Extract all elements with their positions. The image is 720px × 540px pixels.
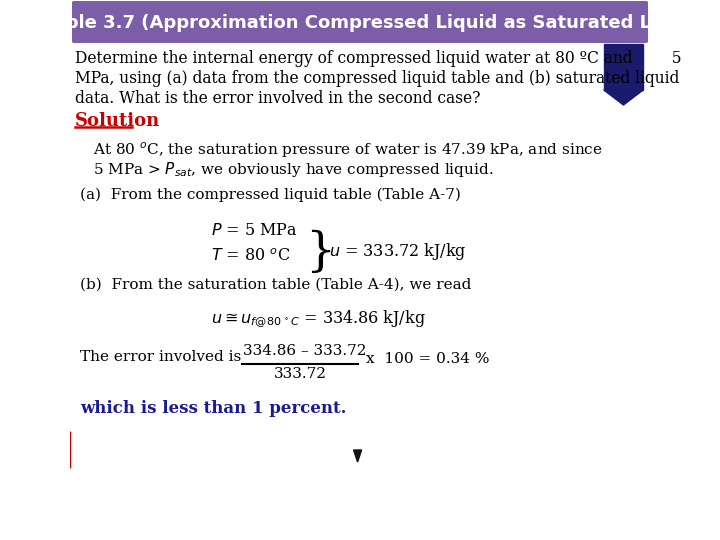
Text: (b)  From the saturation table (Table A-4), we read: (b) From the saturation table (Table A-4…: [80, 278, 472, 292]
Text: MPa, using (a) data from the compressed liquid table and (b) saturated liquid: MPa, using (a) data from the compressed …: [75, 70, 680, 87]
Polygon shape: [604, 90, 643, 105]
Text: $u$ = 333.72 kJ/kg: $u$ = 333.72 kJ/kg: [330, 241, 467, 262]
Text: 5 MPa > $P_{sat}$, we obviously have compressed liquid.: 5 MPa > $P_{sat}$, we obviously have com…: [93, 160, 493, 179]
Text: data. What is the error involved in the second case?: data. What is the error involved in the …: [75, 90, 481, 107]
Text: Solution: Solution: [75, 112, 161, 130]
Polygon shape: [604, 44, 643, 90]
Text: $P$ = 5 MPa: $P$ = 5 MPa: [211, 222, 298, 239]
Text: Determine the internal energy of compressed liquid water at 80 ºC and        5: Determine the internal energy of compres…: [75, 50, 682, 67]
Text: }: }: [305, 230, 336, 275]
Text: x  100 = 0.34 %: x 100 = 0.34 %: [366, 352, 490, 366]
Text: (a)  From the compressed liquid table (Table A-7): (a) From the compressed liquid table (Ta…: [80, 188, 461, 202]
Text: $T$ = 80 $^o$C: $T$ = 80 $^o$C: [211, 248, 291, 265]
Text: The error involved is: The error involved is: [80, 350, 241, 364]
Text: 334.86 – 333.72: 334.86 – 333.72: [243, 344, 367, 358]
Text: 333.72: 333.72: [274, 367, 327, 381]
FancyBboxPatch shape: [72, 1, 648, 43]
Text: At 80 $^o$C, the saturation pressure of water is 47.39 kPa, and since: At 80 $^o$C, the saturation pressure of …: [93, 140, 603, 160]
Polygon shape: [354, 450, 361, 462]
Text: which is less than 1 percent.: which is less than 1 percent.: [80, 400, 346, 417]
Text: $u \cong u_{f@80\,^\circ C}$ = 334.86 kJ/kg: $u \cong u_{f@80\,^\circ C}$ = 334.86 kJ…: [211, 308, 426, 329]
Text: Example 3.7 (Approximation Compressed Liquid as Saturated Liquid): Example 3.7 (Approximation Compressed Li…: [11, 14, 709, 32]
Polygon shape: [56, 432, 71, 468]
